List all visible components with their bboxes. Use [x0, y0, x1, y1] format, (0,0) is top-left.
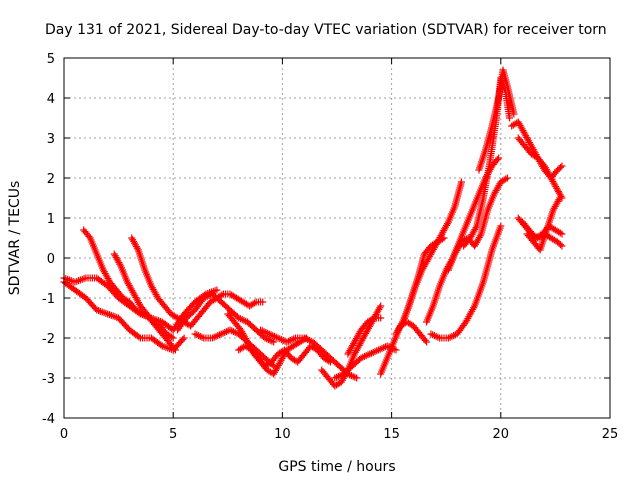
data-point-plus: [85, 232, 93, 240]
data-point-plus: [555, 196, 563, 204]
data-point-plus: [133, 244, 141, 252]
series-trace-22: [508, 118, 566, 182]
data-point-plus: [376, 304, 384, 312]
y-axis-label: SDTVAR / TECUs: [7, 181, 23, 296]
y-tick-label: -3: [42, 372, 55, 387]
series-trace-26: [519, 218, 566, 242]
series-trace-6: [174, 290, 278, 346]
data-point-plus: [556, 229, 564, 237]
series-trace-4: [110, 250, 177, 342]
y-tick-label: 1: [47, 212, 55, 227]
x-tick-label: 5: [169, 427, 177, 442]
x-tick-label: 10: [274, 427, 291, 442]
series-trace-13: [344, 314, 385, 358]
data-point-plus: [558, 230, 566, 238]
data-point-plus: [377, 314, 385, 322]
series-trace-18: [427, 222, 505, 342]
chart-title: Day 131 of 2021, Sidereal Day-to-day VTE…: [45, 22, 607, 38]
data-point-plus: [398, 320, 406, 328]
data-point-plus: [259, 298, 267, 306]
data-point-plus: [506, 114, 514, 122]
data-point-plus: [168, 333, 176, 341]
data-point-plus: [179, 336, 187, 343]
series-trace-2: [60, 278, 188, 354]
x-tick-label: 20: [493, 427, 510, 442]
data-point-plus: [497, 222, 505, 230]
data-point-plus: [270, 338, 278, 346]
data-point-plus: [421, 336, 429, 344]
data-point-plus: [476, 232, 484, 240]
data-point-plus: [558, 162, 566, 170]
x-tick-label: 25: [602, 427, 619, 442]
data-point-plus: [472, 224, 480, 232]
y-tick-label: 3: [47, 132, 55, 147]
data-point-plus: [170, 344, 178, 352]
data-point-plus: [169, 334, 177, 342]
data-point-plus: [213, 286, 221, 294]
y-tick-label: 5: [47, 52, 55, 67]
data-point-plus: [443, 220, 451, 228]
data-point-plus: [502, 175, 510, 183]
x-tick-label: 0: [60, 427, 68, 442]
y-tick-label: 0: [47, 252, 55, 267]
y-tick-label: 4: [47, 92, 55, 107]
series-trace-23: [514, 134, 566, 202]
y-tick-label: -1: [42, 292, 55, 307]
plot-border: [63, 57, 611, 419]
data-point-plus: [503, 174, 511, 182]
data-marks: [60, 66, 566, 390]
y-tick-label: -4: [42, 412, 55, 427]
data-point-plus: [510, 110, 518, 118]
series-trace-10: [257, 326, 361, 382]
data-point-plus: [556, 163, 564, 171]
data-point-plus: [495, 154, 503, 162]
data-point-plus: [438, 235, 446, 243]
y-axis-ticks: -4 -3 -2 -1 0 1 2 3 4 5: [42, 52, 610, 427]
series-trace-17: [423, 154, 503, 326]
data-point-plus: [377, 302, 385, 310]
data-point-plus: [180, 334, 188, 342]
data-point-plus: [457, 178, 465, 186]
series-trace-21: [475, 66, 518, 174]
x-axis-label: GPS time / hours: [278, 459, 395, 475]
data-point-plus: [493, 156, 501, 164]
data-point-plus: [556, 241, 564, 249]
x-tick-label: 15: [383, 427, 400, 442]
y-tick-label: 2: [47, 172, 55, 187]
y-tick-label: -2: [42, 332, 55, 347]
data-point-plus: [218, 291, 226, 299]
data-point-plus: [423, 338, 431, 346]
data-point-plus: [368, 315, 376, 323]
data-point-plus: [353, 374, 361, 382]
series-trace-16: [401, 234, 448, 322]
data-point-plus: [116, 260, 124, 268]
data-point-plus: [440, 234, 448, 242]
data-point-plus: [171, 346, 179, 354]
data-point-plus: [135, 333, 143, 341]
data-point-plus: [251, 299, 259, 307]
data-point-plus: [556, 194, 564, 202]
data-point-plus: [558, 242, 566, 250]
